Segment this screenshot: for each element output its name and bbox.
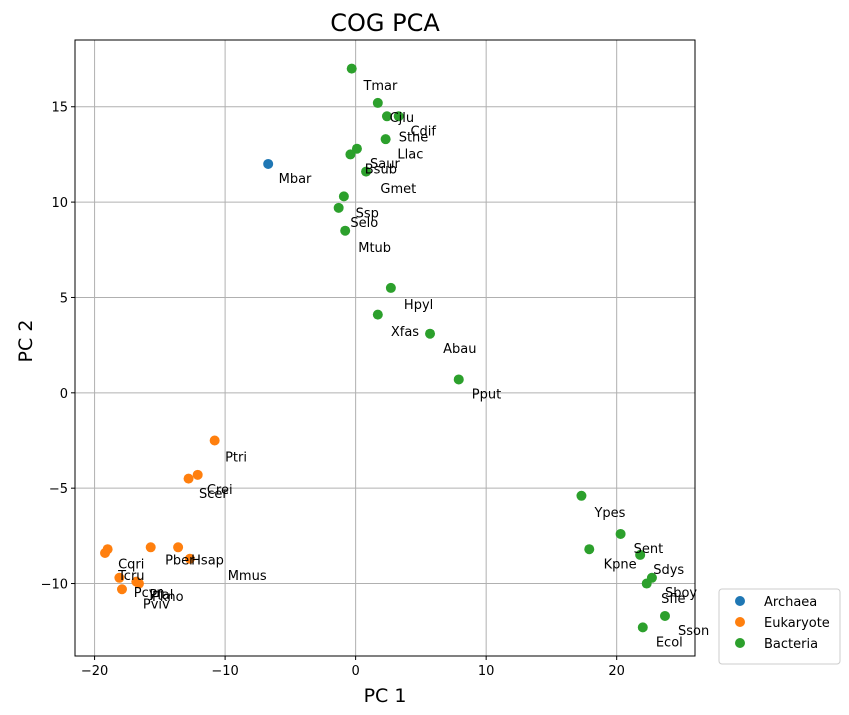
point-label-hsap: Hsap xyxy=(191,554,224,569)
y-tick-label: 0 xyxy=(60,387,68,402)
point-label-scer: Scer xyxy=(199,487,228,502)
point-label-ssp: Ssp xyxy=(356,207,379,222)
point-label-bsub: Bsub xyxy=(365,163,397,178)
bacteria-point-bsub xyxy=(345,149,356,160)
eukaryote-point-ptri xyxy=(209,435,220,446)
eukaryote-point-scer xyxy=(183,473,194,484)
legend-marker-bacteria xyxy=(735,638,745,648)
eukaryote-point-pviv xyxy=(116,584,127,595)
point-label-pviv: Pviv xyxy=(143,598,170,613)
point-label-gmet: Gmet xyxy=(380,182,416,197)
bacteria-point-pput xyxy=(453,374,464,385)
bacteria-point-hpyl xyxy=(385,282,396,293)
y-tick-label: 10 xyxy=(51,196,68,211)
bacteria-point-saur xyxy=(351,143,362,154)
point-label-cdif: Cdif xyxy=(410,125,436,140)
point-label-ypes: Ypes xyxy=(593,506,625,521)
eukaryote-point-hsap xyxy=(184,553,195,564)
axis-ticks: −20 −10 0 10 20 −10 −5 0 5 10 15 xyxy=(41,101,625,679)
y-tick-label: −5 xyxy=(49,482,68,497)
bacteria-point-cjlu xyxy=(372,97,383,108)
bacteria-point-selo xyxy=(333,202,344,213)
bacteria-point-sson xyxy=(659,610,670,621)
bacteria-point-cdif xyxy=(393,111,404,122)
bacteria-point-llac xyxy=(380,134,391,145)
point-label-abau: Abau xyxy=(443,342,476,357)
point-label-tmar: Tmar xyxy=(362,79,398,94)
point-label-cjlu: Cjlu xyxy=(390,111,415,126)
point-label-selo: Selo xyxy=(350,216,378,231)
point-label-sthe: Sthe xyxy=(399,130,429,145)
y-tick-label: 5 xyxy=(60,291,68,306)
legend-label-archaea: Archaea xyxy=(764,595,817,610)
point-label-hpyl: Hpyl xyxy=(404,298,433,313)
point-label-sent: Sent xyxy=(634,542,664,557)
bacteria-point-tmar xyxy=(346,63,357,74)
grid xyxy=(75,40,695,656)
bacteria-point-sdys xyxy=(635,549,646,560)
y-axis-title: PC 2 xyxy=(15,320,37,363)
point-label-ecol: Ecol xyxy=(656,636,683,651)
x-tick-label: 10 xyxy=(478,664,495,679)
point-label-pber: Pber xyxy=(165,554,195,569)
point-label-mtub: Mtub xyxy=(358,241,391,256)
point-label-crei: Crei xyxy=(207,483,233,498)
bacteria-point-sfle xyxy=(641,578,652,589)
point-label-mmus: Mmus xyxy=(228,569,267,584)
bacteria-point-kpne xyxy=(584,544,595,555)
eukaryote-point-pcyn xyxy=(114,572,125,583)
bacteria-point-gmet xyxy=(361,166,372,177)
point-label-sson: Sson xyxy=(678,624,709,639)
legend-box xyxy=(718,588,841,665)
point-label-tcru: Tcru xyxy=(117,569,144,584)
bacteria-point-abau xyxy=(425,328,436,339)
point-label-ptri: Ptri xyxy=(225,451,247,466)
point-label-cqri: Cqri xyxy=(118,557,144,572)
legend-label-eukaryote: Eukaryote xyxy=(764,616,830,631)
archaea-point-mbar xyxy=(263,158,274,169)
point-label-pfal: Pfal xyxy=(149,588,173,603)
y-tick-label: −10 xyxy=(41,578,68,593)
eukaryote-point-mmus xyxy=(145,542,156,553)
point-label-xfas: Xfas xyxy=(391,325,419,340)
bacteria-point-xfas xyxy=(372,309,383,320)
eukaryote-point-tcru xyxy=(100,548,111,559)
y-tick-label: 15 xyxy=(51,101,68,116)
point-label-sfle: Sfle xyxy=(661,592,685,607)
eukaryote-point-pkno xyxy=(133,578,144,589)
plot-frame xyxy=(74,39,696,657)
x-axis-title: PC 1 xyxy=(364,685,407,707)
legend-marker-eukaryote xyxy=(735,617,745,627)
x-tick-label: −20 xyxy=(81,664,108,679)
x-tick-label: −10 xyxy=(211,664,238,679)
point-label-kpne: Kpne xyxy=(604,557,637,572)
bacteria-point-ecol xyxy=(637,622,648,633)
bacteria-point-ssp xyxy=(338,191,349,202)
eukaryote-point-pber xyxy=(173,542,184,553)
x-tick-label: 20 xyxy=(608,664,625,679)
legend: Archaea Eukaryote Bacteria xyxy=(718,588,841,665)
bacteria-point-mtub xyxy=(340,225,351,236)
point-label-sboy: Sboy xyxy=(665,586,697,601)
bacteria-point-sthe xyxy=(381,111,392,122)
point-label-sdys: Sdys xyxy=(653,563,684,578)
eukaryote-point-crei xyxy=(192,469,203,480)
point-label-llac: Llac xyxy=(397,147,423,162)
point-label-pcyn: Pcyn xyxy=(134,586,165,601)
x-tick-label: 0 xyxy=(351,664,359,679)
point-label-pput: Pput xyxy=(472,388,501,403)
bacteria-point-sent xyxy=(615,528,626,539)
legend-marker-archaea xyxy=(735,596,745,606)
point-label-pkno: Pkno xyxy=(152,590,184,605)
bacteria-point-ypes xyxy=(576,490,587,501)
data-points xyxy=(100,63,670,633)
point-label-saur: Saur xyxy=(370,157,400,172)
point-label-mbar: Mbar xyxy=(279,172,312,187)
legend-label-bacteria: Bacteria xyxy=(764,637,818,652)
chart-title: COG PCA xyxy=(330,9,440,37)
